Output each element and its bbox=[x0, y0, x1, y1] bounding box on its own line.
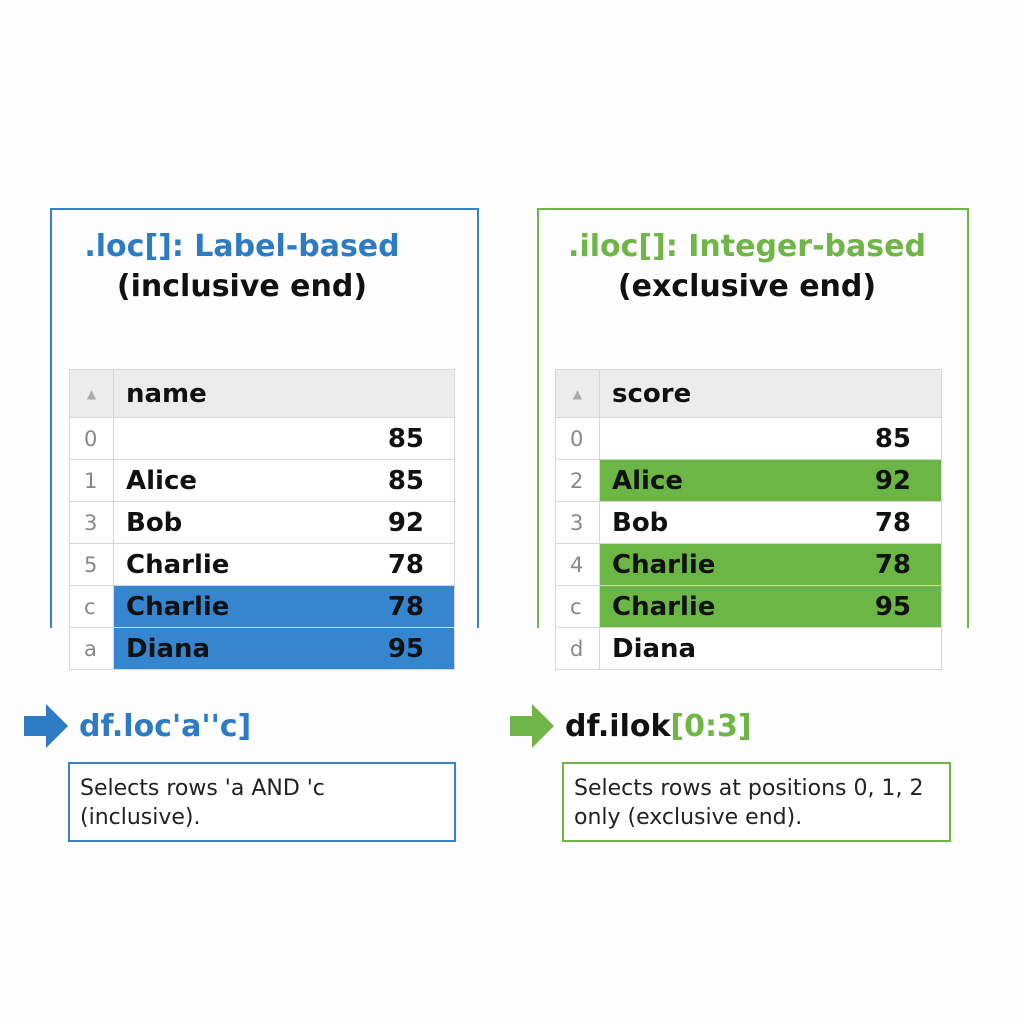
row-cell: 85 bbox=[113, 417, 455, 460]
iloc-table-row[interactable]: c Charlie 95 bbox=[555, 585, 942, 628]
row-name: Charlie bbox=[126, 549, 230, 580]
row-cell: Alice 85 bbox=[113, 459, 455, 502]
iloc-table: ▲ score 0 85 2 Alice 92 3 Bob 78 4 Charlie 78 c Char… bbox=[555, 369, 942, 670]
iloc-note: Selects rows at positions 0, 1, 2 only (… bbox=[562, 762, 951, 842]
loc-note: Selects rows 'a AND 'c (inclusive). bbox=[68, 762, 456, 842]
row-cell: Charlie 78 bbox=[113, 585, 455, 628]
arrow-right-icon bbox=[24, 704, 68, 748]
iloc-code-example: df.ilok[0:3] bbox=[565, 707, 752, 747]
loc-panel-title: .loc[]: Label-based (inclusive end) bbox=[22, 227, 462, 307]
row-name: Charlie bbox=[126, 591, 230, 622]
iloc-title-sub: (exclusive end) bbox=[617, 269, 877, 304]
row-name: Charlie bbox=[612, 549, 716, 580]
row-cell: Charlie 78 bbox=[599, 543, 942, 586]
loc-table-row[interactable]: a Diana 95 bbox=[69, 627, 455, 670]
loc-table: ▲ name 0 85 1 Alice 85 3 Bob 92 5 Charlie 78 c Charl… bbox=[69, 369, 455, 670]
row-index: 0 bbox=[69, 417, 114, 460]
loc-panel-frame bbox=[50, 208, 479, 628]
iloc-title-main: .iloc[]: Integer-based bbox=[568, 229, 926, 264]
row-cell: Bob 78 bbox=[599, 501, 942, 544]
iloc-table-header-row: ▲ score bbox=[555, 369, 942, 418]
iloc-panel-frame bbox=[537, 208, 969, 628]
row-value: 78 bbox=[387, 591, 424, 622]
row-index: 4 bbox=[555, 543, 600, 586]
row-name: Alice bbox=[126, 465, 197, 496]
row-index: 2 bbox=[555, 459, 600, 502]
row-value: 85 bbox=[387, 465, 424, 496]
row-cell: Bob 92 bbox=[113, 501, 455, 544]
row-index: 1 bbox=[69, 459, 114, 502]
iloc-table-row[interactable]: d Diana bbox=[555, 627, 942, 670]
row-cell: 85 bbox=[599, 417, 942, 460]
loc-column-header[interactable]: name bbox=[113, 369, 455, 418]
row-value: 92 bbox=[387, 507, 424, 538]
row-index: 3 bbox=[69, 501, 114, 544]
loc-table-row[interactable]: 1 Alice 85 bbox=[69, 459, 455, 502]
row-index: d bbox=[555, 627, 600, 670]
iloc-table-row[interactable]: 2 Alice 92 bbox=[555, 459, 942, 502]
row-cell: Charlie 95 bbox=[599, 585, 942, 628]
iloc-code-prefix: df.ilok bbox=[565, 709, 671, 744]
loc-table-header-row: ▲ name bbox=[69, 369, 455, 418]
row-value: 85 bbox=[387, 423, 424, 454]
iloc-table-row[interactable]: 0 85 bbox=[555, 417, 942, 460]
row-name: Diana bbox=[612, 633, 697, 664]
iloc-panel-title: .iloc[]: Integer-based (exclusive end) bbox=[527, 227, 967, 307]
row-value: 92 bbox=[874, 465, 911, 496]
loc-title-main: .loc[]: Label-based bbox=[84, 229, 400, 264]
row-name: Diana bbox=[126, 633, 211, 664]
row-index: c bbox=[555, 585, 600, 628]
row-cell: Charlie 78 bbox=[113, 543, 455, 586]
row-value: 78 bbox=[387, 549, 424, 580]
sort-icon[interactable]: ▲ bbox=[69, 369, 114, 418]
iloc-column-header[interactable]: score bbox=[599, 369, 942, 418]
arrow-right-icon bbox=[510, 704, 554, 748]
loc-table-row[interactable]: 3 Bob 92 bbox=[69, 501, 455, 544]
row-value: 78 bbox=[874, 549, 911, 580]
loc-table-row[interactable]: 5 Charlie 78 bbox=[69, 543, 455, 586]
iloc-table-row[interactable]: 3 Bob 78 bbox=[555, 501, 942, 544]
loc-title-sub: (inclusive end) bbox=[116, 269, 368, 304]
loc-table-row[interactable]: c Charlie 78 bbox=[69, 585, 455, 628]
row-value: 95 bbox=[874, 591, 911, 622]
row-value: 78 bbox=[874, 507, 911, 538]
row-name: Alice bbox=[612, 465, 683, 496]
row-index: a bbox=[69, 627, 114, 670]
row-name: Bob bbox=[126, 507, 183, 538]
row-name: Bob bbox=[612, 507, 669, 538]
row-value: 95 bbox=[387, 633, 424, 664]
row-index: c bbox=[69, 585, 114, 628]
loc-code-example: df.loc'a''c] bbox=[79, 709, 252, 744]
loc-table-row[interactable]: 0 85 bbox=[69, 417, 455, 460]
row-index: 5 bbox=[69, 543, 114, 586]
iloc-table-row[interactable]: 4 Charlie 78 bbox=[555, 543, 942, 586]
row-index: 3 bbox=[555, 501, 600, 544]
sort-icon[interactable]: ▲ bbox=[555, 369, 600, 418]
iloc-code-bracket: [0:3] bbox=[670, 709, 752, 744]
row-cell: Diana bbox=[599, 627, 942, 670]
row-cell: Diana 95 bbox=[113, 627, 455, 670]
row-index: 0 bbox=[555, 417, 600, 460]
row-name: Charlie bbox=[612, 591, 716, 622]
row-value: 85 bbox=[874, 423, 911, 454]
row-cell: Alice 92 bbox=[599, 459, 942, 502]
